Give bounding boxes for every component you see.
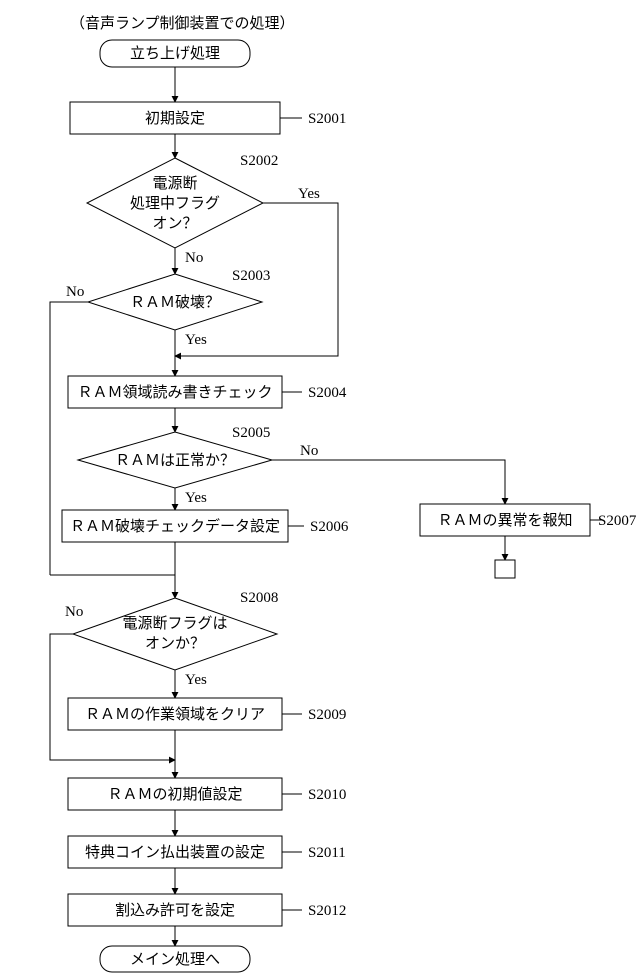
svg-text:電源断: 電源断: [152, 175, 197, 192]
svg-text:オンか？: オンか？: [145, 635, 205, 652]
step-label: S2008: [240, 590, 278, 606]
svg-text:ＲＡＭの異常を報知: ＲＡＭの異常を報知: [437, 512, 572, 529]
process-s2004: ＲＡＭ領域読み書きチェック S2004: [68, 376, 347, 408]
process-s2012: 割込み許可を設定 S2012: [68, 894, 346, 926]
yes-label: Yes: [298, 186, 320, 202]
process-s2009: ＲＡＭの作業領域をクリア S2009: [68, 698, 346, 730]
svg-text:立ち上げ処理: 立ち上げ処理: [130, 45, 220, 62]
step-label: S2011: [308, 845, 346, 861]
svg-text:ＲＡＭは正常か？: ＲＡＭは正常か？: [115, 452, 235, 469]
process-s2010: ＲＡＭの初期値設定 S2010: [68, 778, 346, 810]
yes-label: Yes: [185, 332, 207, 348]
no-label: No: [66, 284, 84, 300]
process-s2001: 初期設定 S2001: [70, 102, 346, 134]
svg-text:処理中フラグ: 処理中フラグ: [130, 195, 220, 212]
step-label: S2012: [308, 903, 346, 919]
decision-s2002: 電源断 処理中フラグ オン？ S2002: [87, 153, 278, 248]
process-s2007: ＲＡＭの異常を報知 S2007: [420, 504, 637, 578]
svg-text:オン？: オン？: [152, 216, 197, 232]
step-label: S2010: [308, 787, 346, 803]
process-s2006: ＲＡＭ破壊チェックデータ設定 S2006: [62, 510, 349, 542]
svg-text:ＲＡＭ領域読み書きチェック: ＲＡＭ領域読み書きチェック: [77, 384, 272, 401]
step-label: S2003: [232, 268, 270, 284]
step-label: S2002: [240, 153, 278, 169]
step-label: S2005: [232, 425, 270, 441]
no-label: No: [65, 604, 83, 620]
svg-text:電源断フラグは: 電源断フラグは: [122, 615, 227, 632]
svg-text:ＲＡＭ破壊？: ＲＡＭ破壊？: [130, 294, 220, 311]
step-label: S2001: [308, 111, 346, 127]
decision-s2003: ＲＡＭ破壊？ S2003: [88, 268, 270, 330]
decision-s2005: ＲＡＭは正常か？ S2005: [78, 425, 272, 488]
step-label: S2007: [598, 513, 637, 529]
no-label: No: [300, 443, 318, 459]
svg-text:メイン処理へ: メイン処理へ: [130, 951, 220, 968]
svg-text:特典コイン払出装置の設定: 特典コイン払出装置の設定: [85, 844, 265, 861]
step-label: S2004: [308, 385, 347, 401]
svg-text:ＲＡＭ破壊チェックデータ設定: ＲＡＭ破壊チェックデータ設定: [70, 517, 280, 535]
svg-text:ＲＡＭの初期値設定: ＲＡＭの初期値設定: [107, 786, 242, 803]
page-title: （音声ランプ制御装置での処理）: [70, 14, 295, 32]
start-terminator: 立ち上げ処理: [100, 40, 250, 67]
step-label: S2009: [308, 707, 346, 723]
yes-label: Yes: [185, 490, 207, 506]
decision-s2008: 電源断フラグは オンか？ S2008: [73, 590, 278, 670]
process-s2011: 特典コイン払出装置の設定 S2011: [68, 836, 346, 868]
yes-label: Yes: [185, 672, 207, 688]
step-label: S2006: [310, 519, 349, 535]
end-terminator: メイン処理へ: [100, 946, 250, 972]
svg-text:ＲＡＭの作業領域をクリア: ＲＡＭの作業領域をクリア: [85, 706, 265, 723]
flowchart: （音声ランプ制御装置での処理） 立ち上げ処理 初期設定 S2001 電源断 処理…: [0, 0, 640, 977]
svg-text:割込み許可を設定: 割込み許可を設定: [115, 902, 235, 919]
no-label: No: [185, 250, 203, 266]
svg-text:初期設定: 初期設定: [145, 110, 205, 127]
